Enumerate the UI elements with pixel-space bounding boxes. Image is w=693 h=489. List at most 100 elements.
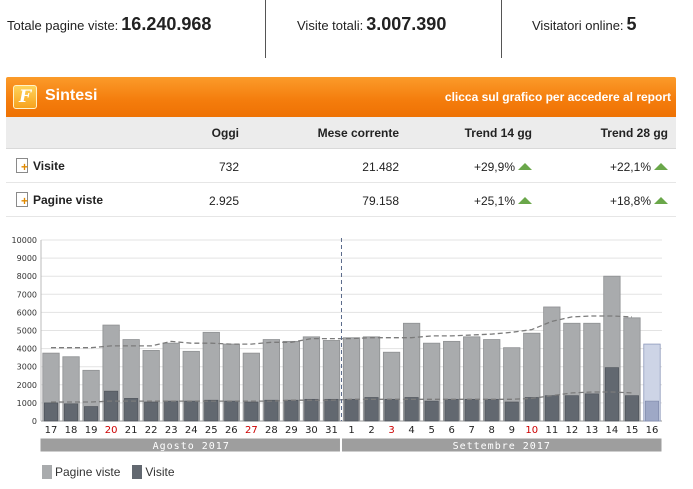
stats-divider: [265, 0, 266, 58]
x-tick-label: 27: [245, 425, 258, 436]
x-tick-label: 1: [348, 425, 354, 436]
online-visitors-value: 5: [626, 14, 637, 34]
legend-item-visits: Visite: [132, 465, 175, 479]
x-tick-label: 9: [509, 425, 515, 436]
total-visits: Visite totali: 3.007.390: [297, 14, 446, 35]
x-tick-label: 19: [85, 425, 98, 436]
x-tick-label: 28: [265, 425, 278, 436]
total-visits-value: 3.007.390: [366, 14, 447, 34]
column-header-trend-28: Trend 28 gg: [600, 126, 668, 140]
bar-visits[interactable]: [84, 406, 99, 422]
x-tick-label: 25: [205, 425, 218, 436]
bar-visits[interactable]: [484, 398, 499, 422]
bar-visits[interactable]: [244, 401, 259, 422]
bar-visits[interactable]: [624, 395, 639, 422]
trend-up-icon: [518, 197, 532, 204]
legend-label: Visite: [145, 465, 175, 479]
bar-visits[interactable]: [144, 401, 159, 422]
x-tick-label: 18: [65, 425, 78, 436]
cell-today: 732: [218, 160, 239, 174]
online-visitors: Visitatori online: 5: [532, 14, 637, 35]
bar-visits[interactable]: [264, 399, 279, 422]
x-tick-label: 26: [225, 425, 238, 436]
bar-visits[interactable]: [324, 398, 339, 422]
cell-trend-14: +29,9%: [474, 160, 532, 174]
trend-value: +29,9%: [473, 160, 515, 174]
add-report-icon[interactable]: [16, 158, 29, 173]
bar-visits[interactable]: [424, 400, 439, 422]
bar-visits[interactable]: [184, 400, 199, 422]
bar-visits[interactable]: [224, 400, 239, 422]
bar-visits[interactable]: [544, 395, 559, 422]
total-page-views-label: Totale pagine viste:: [7, 18, 119, 33]
cell-month: 79.158: [362, 194, 399, 208]
bar-visits[interactable]: [304, 398, 319, 422]
x-tick-label: 3: [388, 425, 394, 436]
row-label-visits[interactable]: Visite: [16, 158, 65, 173]
x-tick-label: 22: [145, 425, 158, 436]
bar-visits[interactable]: [104, 390, 119, 422]
x-tick-label: 15: [626, 425, 639, 436]
bar-visits[interactable]: [464, 398, 479, 422]
cell-today: 2.925: [208, 194, 239, 208]
trend-value: +18,8%: [609, 194, 651, 208]
total-page-views-value: 16.240.968: [121, 14, 212, 34]
x-tick-label: 4: [408, 425, 414, 436]
report-link[interactable]: clicca sul grafico per accedere al repor…: [444, 90, 671, 104]
x-tick-label: 20: [105, 425, 118, 436]
bar-visits[interactable]: [584, 393, 599, 422]
bar-visits[interactable]: [444, 398, 459, 422]
bar-visits[interactable]: [44, 402, 59, 422]
total-visits-label: Visite totali:: [297, 18, 364, 33]
bar-visits[interactable]: [404, 397, 419, 422]
bar-visits[interactable]: [364, 397, 379, 422]
add-report-icon[interactable]: [16, 192, 29, 207]
y-tick-label: 10000: [12, 236, 37, 245]
stats-divider: [501, 0, 502, 58]
bar-visits[interactable]: [384, 398, 399, 422]
x-tick-label: 11: [545, 425, 558, 436]
cell-trend-28: +22,1%: [610, 160, 668, 174]
bar-visits[interactable]: [524, 397, 539, 422]
summary-table: Oggi Mese corrente Trend 14 gg Trend 28 …: [6, 117, 676, 217]
x-tick-label: 17: [45, 425, 58, 436]
row-label-page-views[interactable]: Pagine viste: [16, 192, 103, 207]
y-tick-label: 7000: [17, 290, 37, 299]
bar-visits[interactable]: [284, 399, 299, 422]
cell-trend-14: +25,1%: [474, 194, 532, 208]
x-tick-label: 14: [606, 425, 619, 436]
bar-visits[interactable]: [204, 399, 219, 422]
bar-visits[interactable]: [564, 395, 579, 422]
x-tick-label: 30: [305, 425, 318, 436]
y-tick-label: 6000: [17, 308, 37, 317]
column-header-month: Mese corrente: [317, 126, 399, 140]
legend-swatch-page-views: [42, 465, 52, 479]
daily-traffic-chart[interactable]: 0 1000 2000 3000 4000 5000 6000 7000 8000 9000 100…: [0, 228, 693, 489]
bar-visits[interactable]: [124, 398, 139, 422]
legend-item-page-views: Pagine viste: [42, 465, 120, 479]
bar-visits[interactable]: [344, 398, 359, 422]
x-tick-label: 21: [125, 425, 138, 436]
bar-visits[interactable]: [604, 367, 619, 422]
x-tick-label: 10: [525, 425, 538, 436]
y-tick-label: 9000: [17, 254, 37, 263]
trend-up-icon: [518, 163, 532, 170]
trend-value: +25,1%: [473, 194, 515, 208]
x-tick-label: 16: [646, 425, 659, 436]
y-tick-label: 4000: [17, 345, 37, 354]
bar-visits[interactable]: [64, 403, 79, 422]
bar-visits[interactable]: [504, 401, 519, 422]
table-row: Pagine viste 2.925 79.158 +25,1% +18,8%: [6, 183, 676, 217]
cell-month: 21.482: [362, 160, 399, 174]
x-tick-label: 5: [428, 425, 434, 436]
x-tick-label: 13: [586, 425, 599, 436]
stats-bar: Totale pagine viste: 16.240.968 Visite to…: [0, 0, 693, 58]
total-page-views: Totale pagine viste: 16.240.968: [7, 14, 211, 35]
bar-visits[interactable]: [164, 400, 179, 422]
row-label-text: Visite: [33, 158, 65, 173]
brand-logo-icon: F: [13, 85, 37, 109]
y-tick-label: 2000: [17, 381, 37, 390]
trend-up-icon: [654, 197, 668, 204]
bar-visits[interactable]: [644, 400, 659, 422]
table-row: Visite 732 21.482 +29,9% +22,1%: [6, 149, 676, 183]
